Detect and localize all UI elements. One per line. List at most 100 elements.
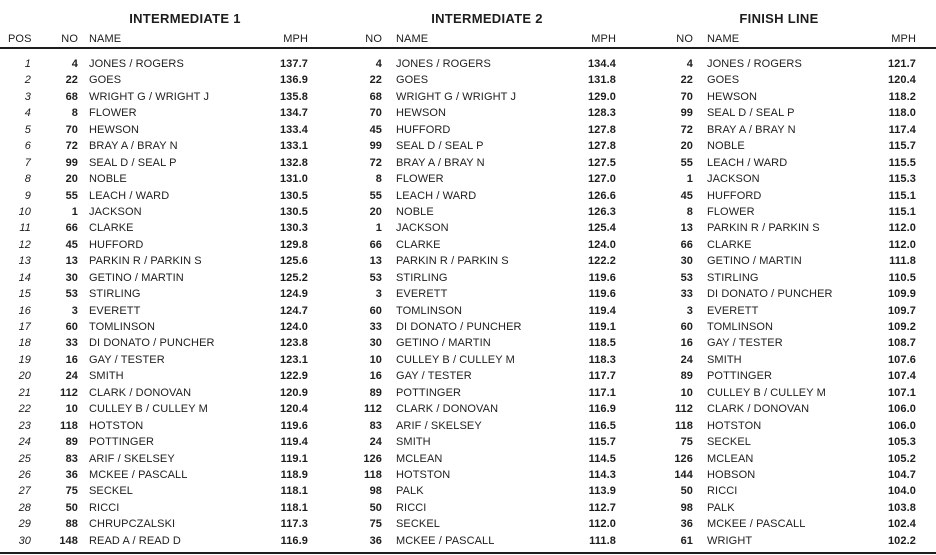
cell-no: 24 bbox=[65, 370, 78, 383]
cell-name: DI DONATO / PUNCHER bbox=[396, 321, 522, 333]
cell-pos: 28 bbox=[18, 501, 31, 514]
table-row: 4 8 FLOWER 134.7 bbox=[0, 105, 310, 121]
cell-mph: 130.5 bbox=[279, 189, 308, 202]
cell-name: JONES / ROGERS bbox=[89, 58, 184, 70]
cell-no: 66 bbox=[680, 238, 693, 251]
cell-pos: 25 bbox=[18, 452, 31, 465]
cell-no: 55 bbox=[680, 156, 693, 169]
cell-name: GAY / TESTER bbox=[89, 353, 165, 366]
cell-no: 60 bbox=[65, 321, 78, 333]
cell-no: 16 bbox=[65, 353, 78, 366]
cell-mph: 125.2 bbox=[279, 271, 308, 284]
column-headers-intermediate-2: NO NAME MPH bbox=[330, 31, 618, 47]
cell-pos: 27 bbox=[18, 485, 31, 498]
results-rows-intermediate-1: 1 4 JONES / ROGERS 137.7 2 22 GOES 136.9 3 68 WRIG… bbox=[0, 56, 310, 549]
cell-mph: 119.6 bbox=[588, 288, 616, 301]
cell-name: PARKIN R / PARKIN S bbox=[89, 255, 202, 268]
table-row: 118 HOTSTON 114.3 bbox=[330, 467, 618, 483]
cell-mph: 135.8 bbox=[279, 90, 308, 103]
cell-mph: 129.8 bbox=[279, 238, 308, 251]
cell-no: 20 bbox=[369, 205, 382, 218]
cell-no: 36 bbox=[680, 518, 693, 531]
table-row: 3 EVERETT 119.6 bbox=[330, 286, 618, 302]
cell-no: 72 bbox=[369, 156, 382, 169]
table-row: 7 99 SEAL D / SEAL P 132.8 bbox=[0, 155, 310, 171]
table-row: 1 4 JONES / ROGERS 137.7 bbox=[0, 56, 310, 72]
cell-name: HOTSTON bbox=[707, 419, 762, 432]
table-row: 89 POTTINGER 117.1 bbox=[330, 385, 618, 401]
cell-mph: 112.7 bbox=[588, 501, 616, 514]
cell-mph: 116.9 bbox=[280, 534, 308, 547]
column-headers-intermediate-1: POS NO NAME MPH bbox=[0, 31, 310, 47]
table-row: 22 GOES 131.8 bbox=[330, 72, 618, 88]
cell-no: 8 bbox=[375, 173, 382, 186]
cell-name: LEACH / WARD bbox=[89, 189, 170, 202]
cell-pos: 14 bbox=[18, 271, 31, 284]
cell-mph: 129.0 bbox=[587, 90, 616, 103]
cell-no: 118 bbox=[59, 419, 78, 432]
cell-pos: 10 bbox=[18, 205, 31, 218]
cell-no: 16 bbox=[680, 337, 693, 350]
cell-name: SMITH bbox=[707, 353, 742, 366]
table-row: 18 33 DI DONATO / PUNCHER 123.8 bbox=[0, 335, 310, 351]
cell-pos: 11 bbox=[19, 222, 31, 235]
cell-mph: 116.5 bbox=[588, 419, 616, 432]
table-row: 83 ARIF / SKELSEY 116.5 bbox=[330, 418, 618, 434]
cell-no: 68 bbox=[369, 90, 382, 103]
table-row: 61 WRIGHT 102.2 bbox=[640, 533, 918, 549]
cell-pos: 29 bbox=[18, 518, 31, 531]
cell-mph: 137.7 bbox=[279, 58, 308, 70]
cell-no: 88 bbox=[65, 518, 78, 531]
table-row: 12 45 HUFFORD 129.8 bbox=[0, 237, 310, 253]
cell-name: LEACH / WARD bbox=[707, 156, 788, 169]
cell-name: WRIGHT G / WRIGHT J bbox=[89, 90, 210, 103]
cell-name: JONES / ROGERS bbox=[707, 58, 802, 70]
table-row: 22 10 CULLEY B / CULLEY M 120.4 bbox=[0, 401, 310, 417]
cell-no: 22 bbox=[369, 74, 382, 87]
cell-mph: 121.7 bbox=[887, 58, 916, 70]
cell-no: 22 bbox=[680, 74, 693, 87]
section-title-intermediate-2: INTERMEDIATE 2 bbox=[431, 11, 543, 26]
cell-pos: 26 bbox=[18, 468, 31, 481]
cell-name: HEWSON bbox=[707, 90, 758, 103]
cell-no: 66 bbox=[369, 238, 382, 251]
cell-mph: 104.7 bbox=[887, 468, 916, 481]
cell-name: STIRLING bbox=[89, 288, 141, 301]
cell-mph: 102.2 bbox=[887, 534, 916, 547]
cell-name: RICCI bbox=[707, 485, 738, 498]
table-row: 118 HOTSTON 106.0 bbox=[640, 418, 918, 434]
table-row: 3 EVERETT 109.7 bbox=[640, 303, 918, 319]
cell-no: 89 bbox=[369, 386, 382, 399]
table-row: 99 SEAL D / SEAL P 118.0 bbox=[640, 105, 918, 121]
cell-mph: 115.1 bbox=[888, 189, 916, 202]
cell-mph: 117.4 bbox=[888, 123, 916, 136]
cell-mph: 109.7 bbox=[887, 304, 916, 317]
column-header-mph: MPH bbox=[591, 33, 616, 45]
cell-mph: 118.5 bbox=[588, 337, 616, 350]
cell-pos: 18 bbox=[18, 337, 31, 350]
table-row: 1 JACKSON 125.4 bbox=[330, 220, 618, 236]
table-row: 8 20 NOBLE 131.0 bbox=[0, 171, 310, 187]
table-row: 19 16 GAY / TESTER 123.1 bbox=[0, 352, 310, 368]
cell-mph: 126.3 bbox=[587, 205, 616, 218]
cell-mph: 109.9 bbox=[887, 288, 916, 301]
cell-no: 89 bbox=[65, 436, 78, 449]
cell-name: CULLEY B / CULLEY M bbox=[396, 353, 515, 366]
cell-mph: 105.2 bbox=[887, 452, 916, 465]
cell-name: GAY / TESTER bbox=[707, 337, 783, 350]
cell-pos: 15 bbox=[18, 288, 31, 301]
cell-mph: 117.3 bbox=[280, 518, 308, 531]
cell-mph: 130.3 bbox=[279, 222, 308, 235]
cell-mph: 106.0 bbox=[887, 419, 916, 432]
cell-no: 4 bbox=[71, 58, 78, 70]
cell-mph: 119.1 bbox=[588, 321, 616, 333]
cell-pos: 5 bbox=[24, 123, 31, 136]
cell-no: 30 bbox=[369, 337, 382, 350]
column-header-name: NAME bbox=[89, 33, 122, 45]
cell-mph: 136.9 bbox=[279, 74, 308, 87]
cell-no: 75 bbox=[680, 436, 693, 449]
table-row: 8 FLOWER 127.0 bbox=[330, 171, 618, 187]
cell-mph: 120.4 bbox=[279, 403, 308, 416]
cell-no: 4 bbox=[686, 58, 693, 70]
cell-no: 70 bbox=[680, 90, 693, 103]
